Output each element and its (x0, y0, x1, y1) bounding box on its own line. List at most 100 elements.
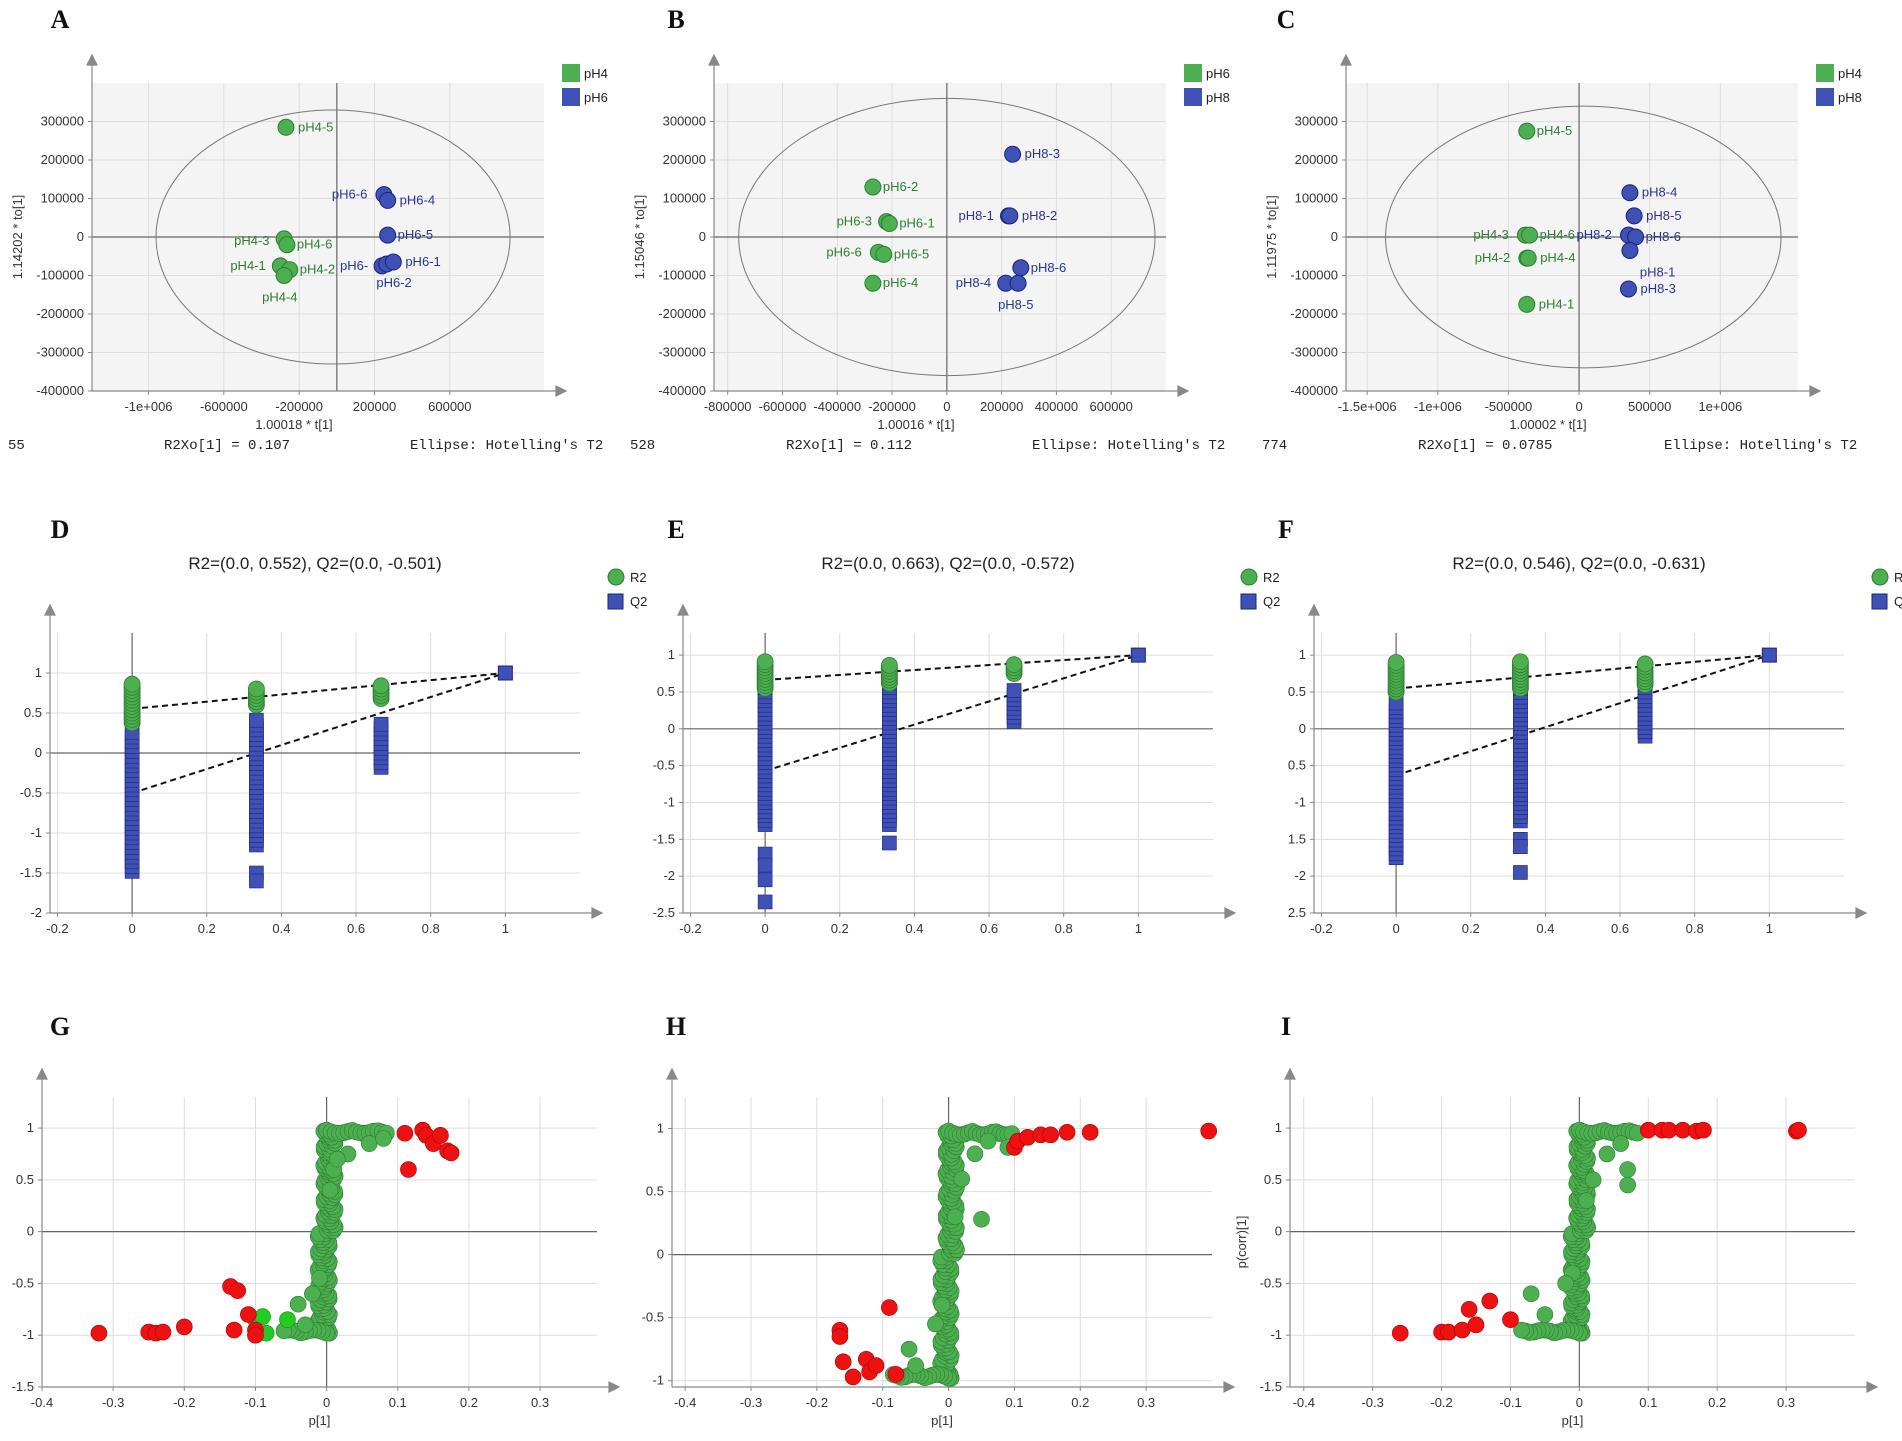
point-label: pH6-3 (837, 214, 872, 229)
data-point (1004, 145, 1022, 163)
y-tick-label: -300000 (1290, 345, 1338, 360)
x-tick-label: 600000 (1090, 399, 1133, 414)
y-tick-label: 300000 (41, 114, 84, 129)
footer-left: 55 (8, 438, 25, 454)
x-tick-label: 0.4 (905, 921, 923, 936)
splot-significant-point (240, 1306, 257, 1323)
splot-significant-point (400, 1161, 417, 1178)
panel-e: E -0.2 0 0.2 0.4 0.6 0.8 1 -2.5 -2 -1.5 -1 -0.5 0 0.5 1… (653, 515, 1281, 936)
y-tick-label: -0.5 (12, 1275, 34, 1290)
data-point (1012, 259, 1030, 277)
x-tick-label: 1e+006 (1698, 399, 1742, 414)
y-axis-arrow (44, 603, 56, 616)
point-label: pH6-5 (894, 246, 929, 261)
panel-b: B -800000 -600000 -400000 -200000 0 200000 4000… (630, 5, 1230, 454)
x-tick-label: 0.4 (1536, 921, 1554, 936)
x-axis-label: p[1] (931, 1413, 953, 1428)
splot-significant-point (881, 1299, 898, 1316)
splot-significant-point (867, 1357, 885, 1374)
legend-marker (1240, 593, 1257, 610)
y-axis-arrow (666, 1067, 678, 1080)
panel-letter: I (1281, 1012, 1291, 1041)
x-tick-label: 0.3 (1137, 1395, 1155, 1410)
y-tick-label: -1 (30, 825, 42, 840)
y-tick-label: -100000 (36, 268, 84, 283)
q2-point (1006, 683, 1022, 698)
q2-point (249, 873, 264, 889)
y-tick-label: -2 (30, 905, 42, 920)
x-tick-label: 0 (1575, 399, 1582, 414)
data-point (864, 178, 882, 196)
y-axis-label: p(corr)[1] (1234, 1216, 1249, 1269)
y-tick-label: -400000 (1290, 383, 1338, 398)
y-tick-label: -1 (663, 794, 675, 809)
legend-label: pH6 (584, 90, 608, 105)
point-label: pH8-4 (956, 275, 991, 290)
point-label: pH4-2 (1475, 250, 1510, 265)
x-axis-arrow (591, 907, 604, 919)
splot-significant-point (1200, 1122, 1218, 1140)
legend-marker (1184, 64, 1202, 82)
x-tick-label: 0 (1392, 921, 1399, 936)
panel-letter: E (667, 515, 684, 544)
legend-marker (1871, 568, 1889, 586)
y-tick-label: 0.5 (16, 1172, 34, 1187)
splot-point (933, 1296, 951, 1314)
point-label: pH4-5 (298, 119, 333, 134)
q2-point (373, 716, 389, 732)
point-label: pH6-6 (332, 187, 367, 202)
legend-label: R2 (1263, 570, 1280, 585)
panel-g: G -0.4 -0.3 -0.2 -0.1 0 0.1 0.2 0.3 -1.5 -1 -0.5 0 0.… (12, 1012, 621, 1428)
x-tick-label: 0 (943, 399, 950, 414)
legend-label: pH6 (1206, 66, 1230, 81)
x-tick-label: -0.1 (244, 1395, 266, 1410)
splot-significant-point (1391, 1324, 1409, 1342)
y-tick-label: 1 (668, 647, 675, 662)
y-tick-label: 0 (668, 721, 675, 736)
y-tick-label: -1 (1294, 794, 1306, 809)
point-label: pH8-6 (1031, 260, 1066, 275)
data-point (1625, 207, 1643, 225)
point-label: pH4-3 (234, 233, 269, 248)
panel-letter: D (51, 515, 70, 544)
y-tick-label: 0 (77, 229, 84, 244)
y-tick-label: 200000 (663, 152, 706, 167)
chart-title: R2=(0.0, 0.663), Q2=(0.0, -0.572) (821, 554, 1074, 573)
q2-original-point (497, 665, 513, 681)
footer-r2xo: R2Xo[1] = 0.0785 (1418, 438, 1552, 454)
y-tick-label: -0.5 (642, 1310, 664, 1325)
data-point (277, 118, 295, 136)
r2-point (248, 680, 265, 698)
splot-point (946, 1208, 964, 1226)
x-axis-arrow (1866, 1381, 1879, 1393)
point-label: pH4-4 (1540, 250, 1575, 265)
splot-point (1577, 1192, 1595, 1209)
splot-point (375, 1130, 392, 1147)
y-tick-label: -1 (1270, 1327, 1282, 1342)
splot-significant-point (831, 1328, 849, 1345)
x-tick-label: -0.3 (740, 1395, 762, 1410)
x-tick-label: -0.2 (1430, 1395, 1452, 1410)
y-axis-arrow (677, 603, 689, 616)
data-point (1521, 226, 1539, 244)
x-tick-label: 0 (1576, 1395, 1583, 1410)
point-label: pH6- (340, 258, 368, 273)
splot-point (1619, 1176, 1636, 1194)
splot-point (900, 1340, 918, 1358)
x-tick-label: -600000 (759, 399, 807, 414)
point-label: pH4-5 (1537, 123, 1572, 138)
x-tick-label: 0.2 (831, 921, 849, 936)
y-tick-label: -100000 (1290, 268, 1338, 283)
splot-point (927, 1315, 944, 1333)
splot-significant-point (1440, 1323, 1457, 1341)
x-tick-label: 500000 (1628, 399, 1671, 414)
point-label: pH6-4 (400, 192, 435, 207)
x-axis-arrow (1177, 385, 1190, 397)
x-tick-label: -0.4 (674, 1395, 696, 1410)
splot-significant-point (1058, 1124, 1076, 1141)
x-axis-arrow (555, 385, 568, 397)
y-tick-label: 0.5 (657, 684, 675, 699)
x-tick-label: 0.6 (347, 921, 365, 936)
y-tick-label: -1.5 (1260, 1379, 1282, 1394)
splot-significant-point (154, 1323, 172, 1341)
